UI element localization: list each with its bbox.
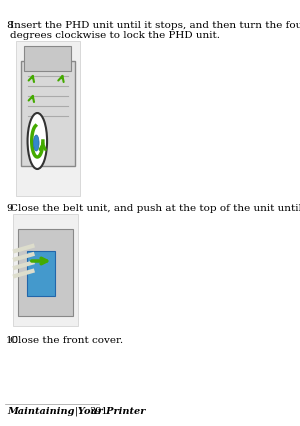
FancyBboxPatch shape: [19, 229, 73, 316]
FancyBboxPatch shape: [13, 214, 78, 326]
Text: degrees clockwise to lock the PHD unit.: degrees clockwise to lock the PHD unit.: [11, 31, 220, 40]
FancyBboxPatch shape: [16, 41, 80, 196]
Text: 9: 9: [6, 204, 13, 213]
FancyBboxPatch shape: [24, 46, 71, 71]
Text: 391: 391: [89, 406, 108, 415]
Text: Insert the PHD unit until it stops, and then turn the four PHD lock levers 90-: Insert the PHD unit until it stops, and …: [11, 21, 300, 30]
Text: Close the belt unit, and push at the top of the unit until it clicks.: Close the belt unit, and push at the top…: [11, 204, 300, 213]
FancyBboxPatch shape: [21, 61, 75, 166]
Circle shape: [28, 113, 47, 169]
Text: |: |: [75, 406, 78, 416]
Text: 10: 10: [6, 336, 20, 345]
Text: Close the front cover.: Close the front cover.: [11, 336, 124, 345]
Circle shape: [34, 135, 39, 151]
Text: Maintaining Your Printer: Maintaining Your Printer: [7, 406, 145, 415]
Text: 8: 8: [6, 21, 13, 30]
FancyBboxPatch shape: [27, 251, 55, 296]
